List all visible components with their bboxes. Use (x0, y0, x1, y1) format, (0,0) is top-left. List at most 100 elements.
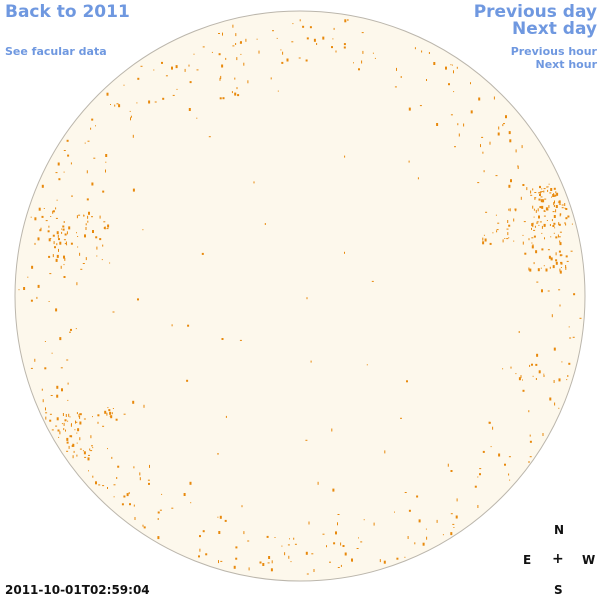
facula-speck (49, 273, 52, 275)
facula-speck (477, 505, 479, 508)
facula-speck (371, 280, 374, 282)
facula-speck (508, 237, 510, 239)
facula-speck (54, 246, 56, 249)
facula-speck (531, 242, 533, 244)
facula-speck (107, 487, 108, 489)
facula-speck (539, 206, 542, 209)
facula-speck (102, 425, 105, 427)
solar-disk (14, 10, 586, 582)
facula-speck (498, 453, 501, 457)
facula-speck (106, 92, 109, 96)
facula-speck (302, 25, 305, 28)
facula-speck (78, 214, 81, 216)
facula-speck (506, 238, 509, 240)
facula-speck (225, 415, 227, 418)
facula-speck (202, 530, 205, 533)
facula-speck (27, 276, 29, 278)
facula-speck (552, 211, 555, 213)
facula-speck (520, 196, 522, 200)
facula-speck (87, 215, 89, 219)
facula-speck (483, 170, 485, 173)
facula-speck (515, 209, 517, 212)
facula-speck (539, 193, 541, 196)
facula-speck (262, 563, 265, 566)
facula-speck (61, 388, 63, 392)
facula-speck (64, 257, 66, 261)
facula-speck (40, 227, 42, 231)
facula-speck (477, 182, 480, 184)
facula-speck (550, 236, 552, 238)
facula-speck (406, 380, 408, 383)
next-day-link[interactable]: Next day (512, 19, 597, 39)
facula-speck (507, 220, 509, 223)
facula-speck (419, 105, 422, 107)
facula-speck (75, 328, 77, 330)
facula-speck (58, 238, 60, 241)
facula-speck (561, 361, 563, 363)
facula-speck (313, 569, 315, 572)
facula-speck (42, 399, 44, 403)
facula-speck (55, 258, 58, 262)
facula-speck (568, 326, 570, 328)
facula-speck (148, 482, 150, 485)
facula-speck (92, 475, 94, 478)
facula-speck (39, 230, 42, 232)
facula-speck (52, 254, 54, 258)
facula-speck (202, 46, 205, 48)
facula-speck (508, 131, 511, 135)
facula-speck (99, 238, 102, 241)
facula-speck (235, 33, 237, 37)
facula-speck (474, 485, 477, 488)
facula-speck (529, 440, 532, 443)
facula-speck (311, 553, 314, 555)
facula-speck (79, 437, 81, 441)
facula-speck (505, 115, 507, 119)
facula-speck (45, 416, 47, 420)
facula-speck (72, 443, 75, 447)
facula-speck (452, 523, 455, 525)
see-facular-data-link[interactable]: See facular data (5, 45, 107, 58)
facula-speck (455, 515, 458, 519)
facula-speck (59, 337, 62, 341)
facula-speck (287, 544, 290, 546)
back-to-year-link[interactable]: Back to 2011 (5, 2, 130, 22)
facula-speck (548, 205, 550, 209)
facula-speck (344, 552, 347, 556)
previous-hour-link[interactable]: Previous hour (510, 45, 597, 58)
facula-speck (559, 242, 562, 246)
facula-speck (235, 546, 238, 549)
facula-speck (36, 296, 38, 299)
facula-speck (59, 241, 62, 245)
facula-speck (331, 428, 333, 432)
facula-speck (67, 154, 70, 157)
facula-speck (59, 431, 61, 435)
facula-speck (545, 207, 548, 211)
facula-speck (554, 227, 556, 229)
facula-speck (112, 311, 115, 313)
facula-speck (490, 446, 492, 448)
facula-speck (101, 259, 103, 261)
facula-speck (272, 30, 274, 32)
facula-speck (456, 498, 458, 502)
facula-speck (484, 238, 487, 242)
facula-speck (55, 425, 58, 427)
facula-speck (532, 205, 534, 209)
facula-speck (44, 341, 46, 342)
facula-speck (76, 215, 78, 219)
facula-speck (532, 375, 534, 377)
compass-west-label: W (582, 553, 596, 567)
facula-speck (232, 45, 235, 47)
facula-speck (453, 527, 455, 528)
facula-speck (80, 268, 83, 270)
facula-speck (489, 242, 492, 245)
facula-speck (148, 100, 151, 104)
previous-day-link[interactable]: Previous day (473, 2, 597, 22)
facula-speck (56, 394, 59, 398)
facula-speck (68, 226, 71, 230)
facula-speck (268, 556, 271, 559)
facula-speck (30, 367, 33, 369)
facula-speck (559, 231, 562, 233)
facula-speck (217, 516, 219, 518)
next-hour-link[interactable]: Next hour (535, 58, 598, 71)
facula-speck (549, 266, 551, 269)
